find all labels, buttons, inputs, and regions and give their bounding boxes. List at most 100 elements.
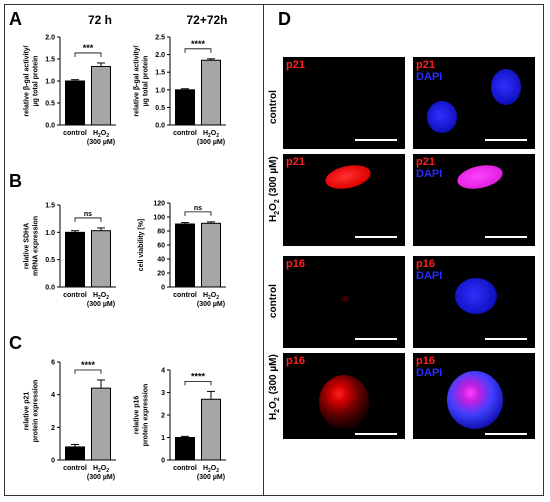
bar-h2o2	[91, 230, 111, 288]
y-axis-label: relative β-gal activity/	[24, 45, 31, 116]
significance-label: ****	[81, 360, 96, 370]
panel-divider	[263, 4, 264, 496]
micrograph-h2o2-p16-dapi: p16 DAPI	[413, 353, 535, 439]
micrograph-control-p16: p16	[283, 256, 405, 348]
y-tick-label: 0.5	[155, 105, 165, 112]
nucleus-red-speckled	[319, 375, 369, 429]
y-axis-label: protein expression	[143, 384, 150, 447]
bar-h2o2	[201, 59, 221, 126]
category-label-h2o2: H2O2	[93, 130, 109, 139]
y-tick-label: 1	[161, 435, 165, 442]
category-label-dose: (300 µM)	[87, 139, 115, 146]
category-label-control: control	[63, 130, 87, 137]
nucleus-blue	[427, 101, 457, 133]
faint-signal	[341, 296, 349, 302]
significance-bracket	[74, 217, 102, 222]
y-axis-label: protein expression	[33, 380, 40, 443]
significance-bracket	[184, 48, 212, 53]
bar-h2o2	[91, 387, 111, 461]
bar-h2o2	[201, 398, 221, 461]
category-label-dose: (300 µM)	[197, 139, 225, 146]
scale-bar	[485, 338, 527, 340]
significance-bracket	[74, 52, 102, 57]
y-tick-label: 40	[157, 257, 165, 264]
y-tick-label: 1.5	[45, 203, 55, 210]
nucleus-red	[323, 161, 373, 193]
y-tick-label: 60	[157, 243, 165, 250]
y-axis-label: µg total protein	[33, 56, 40, 107]
marker-label: p21	[286, 156, 305, 168]
y-tick-label: 2.5	[155, 35, 165, 42]
panel-letter-a: A	[9, 9, 22, 29]
category-label-control: control	[63, 292, 87, 299]
micrograph-control-p21-dapi: p21 DAPI	[413, 57, 535, 149]
bar-charts: 0.0 0.5 1.0 1.5 2.0 relative β-gal activity/µ…	[24, 35, 226, 481]
y-tick-label: 0.0	[45, 123, 55, 130]
marker-label: p21	[416, 59, 435, 71]
y-axis-label: relative β-gal activity/	[134, 45, 141, 116]
category-label-h2o2: H2O2	[203, 465, 219, 474]
category-label-h2o2: H2O2	[93, 292, 109, 301]
micrograph-h2o2-p16: p16	[283, 353, 405, 439]
y-tick-label: 2	[161, 413, 165, 420]
category-label-control: control	[173, 292, 197, 299]
category-label-dose: (300 µM)	[197, 474, 225, 481]
category-label-h2o2: H2O2	[203, 130, 219, 139]
dapi-label: DAPI	[416, 367, 443, 379]
row-label-h2o2-p21: H2O2 (300 µM)	[268, 156, 281, 222]
y-axis-label: µg total protein	[143, 56, 150, 107]
category-label-dose: (300 µM)	[87, 474, 115, 481]
dapi-label: DAPI	[416, 71, 443, 83]
bar-control	[175, 223, 195, 288]
figure-frame	[4, 4, 544, 496]
category-label-h2o2: H2O2	[203, 292, 219, 301]
row-label-h2o2-p16: H2O2 (300 µM)	[268, 354, 281, 420]
y-tick-label: 1.5	[45, 57, 55, 64]
bar-control	[65, 231, 85, 288]
y-tick-label: 20	[157, 271, 165, 278]
nucleus-merged	[447, 371, 503, 429]
nucleus-magenta	[455, 161, 505, 193]
panel-letter-c: C	[9, 333, 22, 353]
y-axis-label: relative p21	[24, 392, 31, 431]
scale-bar	[355, 433, 397, 435]
category-label-h2o2: H2O2	[93, 465, 109, 474]
scale-bar	[485, 236, 527, 238]
significance-label: ns	[194, 205, 202, 212]
category-label-control: control	[173, 130, 197, 137]
y-tick-label: 0.5	[45, 101, 55, 108]
column-title-72-72h: 72+72h	[186, 13, 228, 27]
y-tick-label: 0	[161, 285, 165, 292]
category-label-dose: (300 µM)	[87, 301, 115, 308]
bar-control	[65, 446, 85, 461]
y-tick-label: 100	[153, 215, 165, 222]
y-tick-label: 0.5	[45, 257, 55, 264]
bar-h2o2	[201, 222, 221, 288]
significance-label: ***	[83, 43, 94, 53]
marker-label: p16	[416, 355, 435, 367]
significance-bracket	[184, 380, 212, 386]
nucleus-blue	[455, 278, 497, 314]
bar-control	[175, 89, 195, 126]
y-tick-label: 0	[51, 458, 55, 465]
category-label-dose: (300 µM)	[197, 301, 225, 308]
column-title-72h: 72 h	[87, 13, 112, 27]
row-label-control-p16: control	[268, 284, 279, 318]
y-axis-label: cell viability [%]	[138, 219, 145, 272]
marker-label: p21	[416, 156, 435, 168]
micrograph-h2o2-p21: p21	[283, 154, 405, 246]
significance-label: ns	[84, 211, 92, 218]
y-axis-label: relative SDHA	[24, 223, 31, 269]
bar-h2o2	[91, 65, 111, 126]
y-tick-label: 2.0	[45, 35, 55, 42]
marker-label: p16	[286, 355, 305, 367]
category-label-control: control	[173, 465, 197, 472]
y-tick-label: 4	[161, 368, 165, 375]
marker-label: p21	[286, 59, 305, 71]
micrograph-h2o2-p21-dapi: p21 DAPI	[413, 154, 535, 246]
y-tick-label: 1.0	[45, 230, 55, 237]
y-tick-label: 1.0	[45, 79, 55, 86]
significance-bracket	[74, 369, 102, 374]
row-label-control-p21: control	[268, 90, 279, 124]
